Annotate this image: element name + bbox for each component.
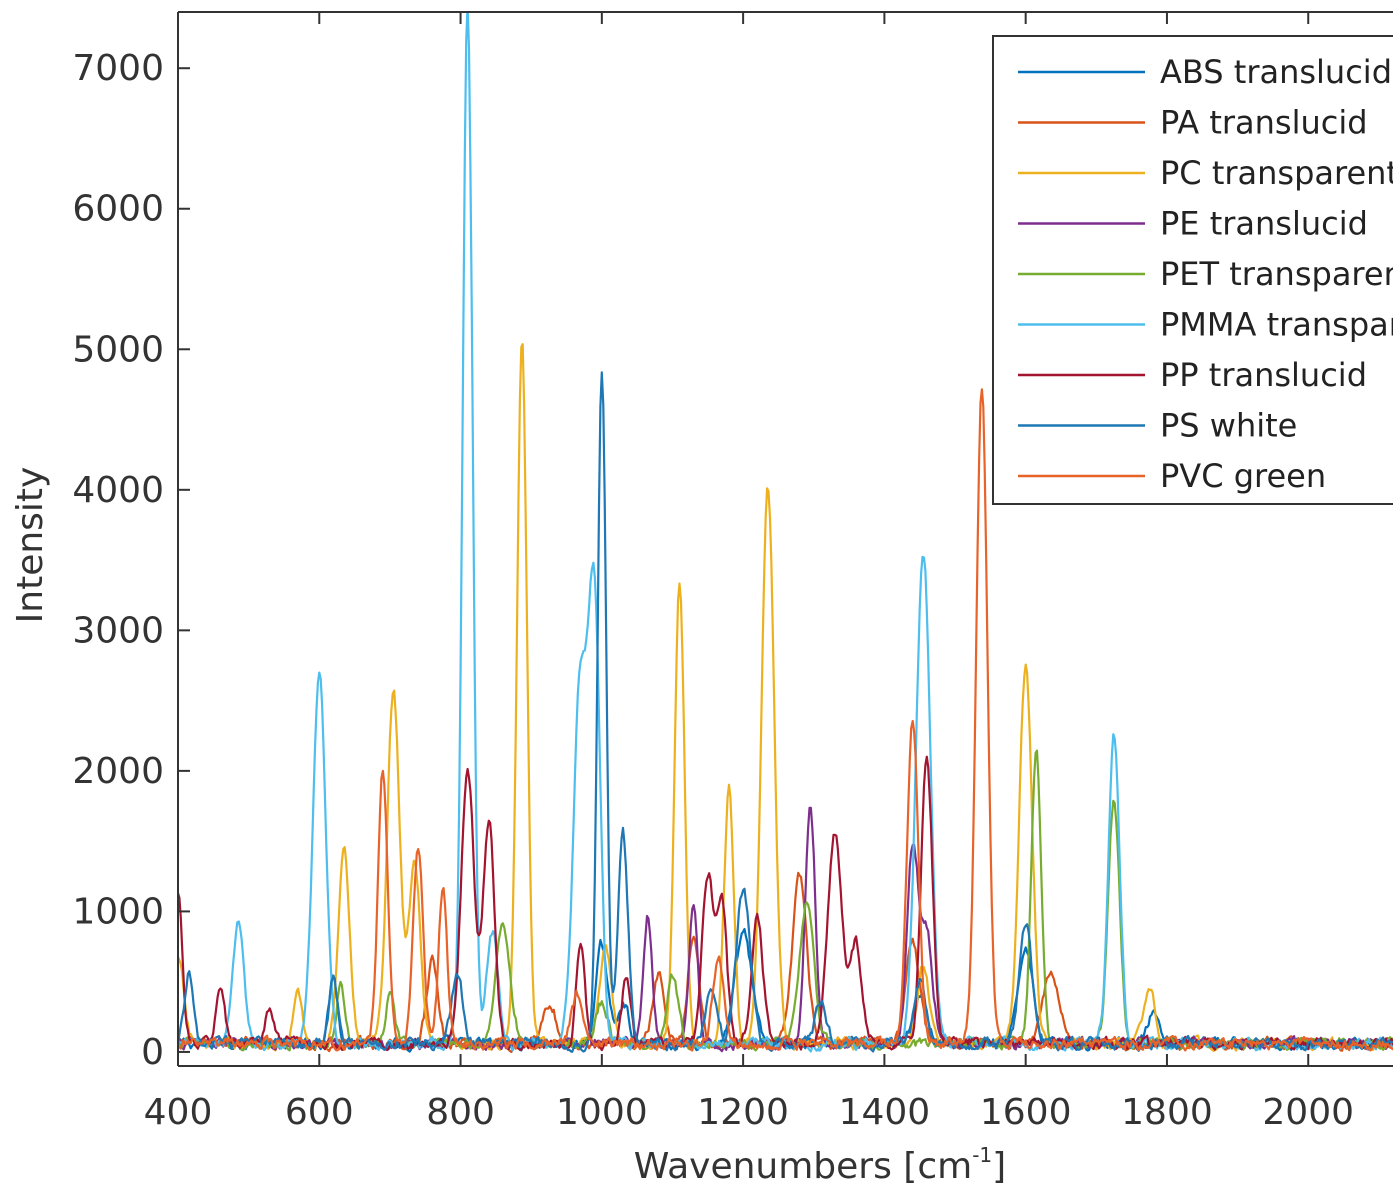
x-ticks: 400 600 800 1000 1200 1400 1600 1800 2000 (144, 12, 1354, 1133)
y-tick-label: 3000 (72, 610, 164, 651)
x-tick-label: 1600 (980, 1092, 1072, 1133)
y-ticks: 0 1000 2000 3000 4000 5000 6000 7000 (72, 48, 190, 1073)
legend-label: PE translucid (1160, 205, 1368, 243)
x-tick-label: 400 (144, 1092, 213, 1133)
legend-label: PVC green (1160, 457, 1326, 495)
legend-label: PS white (1160, 407, 1297, 445)
series-line-pp-translucid (178, 755, 1393, 1052)
x-tick-label: 600 (285, 1092, 354, 1133)
y-tick-label: 4000 (72, 470, 164, 511)
y-tick-label: 7000 (72, 48, 164, 89)
x-tick-label: 1800 (1121, 1092, 1213, 1133)
x-tick-label: 1000 (556, 1092, 648, 1133)
series-line-pvc-green (178, 388, 1393, 1052)
x-tick-label: 2000 (1262, 1092, 1354, 1133)
x-axis-label-superscript: -1 (972, 1143, 992, 1167)
x-axis-label: Wavenumbers [cm-1] (634, 1143, 1006, 1187)
y-tick-label: 0 (141, 1032, 164, 1073)
legend-entries: ABS translucid PA translucid PC transparen… (1018, 53, 1393, 495)
legend-label: PC transparent (1160, 154, 1393, 192)
legend-label: PA translucid (1160, 104, 1368, 142)
legend-label: ABS translucid (1160, 53, 1392, 91)
y-tick-label: 5000 (72, 329, 164, 370)
legend: ABS translucid PA translucid PC transparen… (992, 35, 1393, 505)
series-line-pet-transparent (178, 749, 1393, 1052)
series-layer (178, 12, 1393, 1054)
y-tick-label: 1000 (72, 891, 164, 932)
legend-label: PET transparent (1160, 255, 1393, 293)
x-tick-label: 800 (426, 1092, 495, 1133)
legend-label: PP translucid (1160, 356, 1367, 394)
legend-label: PMMA transparent (1160, 306, 1393, 344)
y-tick-label: 2000 (72, 751, 164, 792)
x-tick-label: 1400 (839, 1092, 931, 1133)
axes-layer (177, 11, 1393, 1067)
y-axis-label: Intensity (10, 467, 51, 624)
y-tick-label: 6000 (72, 189, 164, 230)
x-tick-label: 1200 (697, 1092, 789, 1133)
x-axis-label-suffix: ] (992, 1146, 1006, 1187)
